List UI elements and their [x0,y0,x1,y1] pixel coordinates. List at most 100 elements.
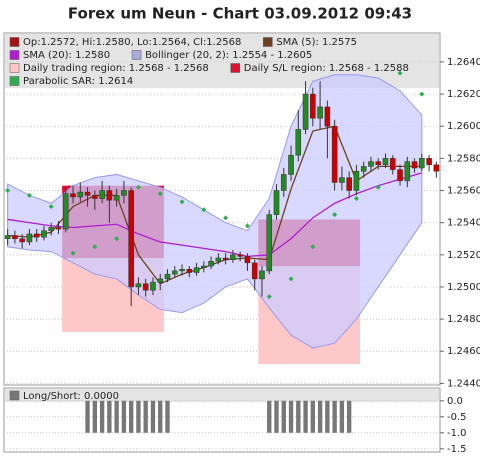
y-tick-label: 1.2500 [447,282,480,293]
candle-body [375,161,382,166]
candle-body [273,190,280,215]
bar [121,400,127,433]
candle-body [302,93,309,130]
sar-dot [114,236,120,242]
candle-body [404,161,411,182]
indicator-line [7,125,422,285]
legend-label: Daily trading region: 1.2568 - 1.2568 [23,63,209,74]
candle-body [346,177,352,191]
sar-dot [5,188,11,194]
bar [107,400,112,433]
candle-body [324,106,331,127]
candle-body [33,233,40,238]
candle-body [310,93,316,119]
candle-body [77,191,84,198]
sar-dot [266,294,272,300]
candle-body [331,125,338,183]
y-tick-label: 1.2440 [447,378,480,389]
y-tick-label: 1.2600 [447,121,480,132]
legend-label: Daily S/L region: 1.2568 - 1.2588 [244,63,409,74]
candle-body [55,227,62,230]
y-tick-label: 1.2580 [447,153,480,164]
candle-body [92,195,98,199]
y-tick-label: 1.2620 [447,89,480,100]
candle-body [142,283,149,291]
sar-dot [157,191,163,197]
bar [85,400,90,433]
candle-body [251,262,258,280]
bar [325,400,330,433]
bar [303,400,308,433]
bar [274,400,279,433]
sar-dot [353,196,359,202]
sar-dot [223,215,229,221]
candle-body [266,214,273,272]
candle-body [157,278,164,283]
candle-body [368,161,374,167]
y-tick-label: 1.2560 [447,186,480,197]
sar-dot [92,244,98,250]
legend-swatch [230,63,241,73]
candle-body [12,235,18,239]
y-tick-label: 1.2540 [447,218,480,229]
bar [339,400,345,433]
legend-swatch [9,76,20,86]
legend-swatch [9,63,20,73]
y-tick-label: 1.2640 [447,57,480,68]
bar [332,400,337,433]
sar-dot [179,199,185,205]
candle-body [397,169,403,182]
candle-body [135,283,142,288]
candle-body [339,177,345,183]
bar [317,400,323,433]
candle-body [382,158,389,166]
candle-body [411,161,418,169]
sar-dot [244,223,250,229]
candle-body [244,256,251,264]
legend-label: Bollinger (20, 2): 1.2554 - 1.2605 [145,50,312,61]
bar [346,400,352,433]
candle-body [164,273,171,280]
candle-body [128,190,134,288]
candle-body [426,158,432,166]
legend-swatch [9,50,20,60]
bar [281,400,286,433]
legend-label: SMA (20): 1.2580 [23,50,110,61]
candle-body [26,233,33,243]
bar [136,400,141,433]
y-tick-label: 1.2520 [447,250,480,261]
legend-label: Long/Short: 0.0000 [23,391,119,402]
bar [128,400,134,433]
candle-body [19,238,25,243]
sar-dot [375,184,381,190]
candle-body [4,235,11,239]
chart-title: Forex um Neun - Chart 03.09.2012 09:43 [68,5,412,23]
candle-body [208,260,214,267]
candle-body [113,195,120,201]
candle-body [99,190,105,199]
legend-swatch [131,50,142,60]
candle-body [193,267,200,273]
candle-body [70,193,76,198]
candle-body [84,191,91,196]
bar [114,400,119,433]
candle-body [215,257,222,262]
bar [296,400,301,433]
sar-dot [201,207,207,213]
candle-body [419,158,425,169]
candle-body [62,193,69,230]
candle-body [150,281,156,291]
sar-dot [70,250,76,256]
sar-dot [135,184,141,190]
bar [150,400,156,433]
bar [310,400,316,433]
candle-body [41,230,47,238]
sar-dot [48,204,54,210]
legend-swatch [9,390,20,401]
sar-dot [310,244,316,250]
candle-body [186,269,193,273]
candle-body [106,190,113,201]
candle-body [230,254,236,260]
candle-body [389,158,396,170]
legend-label: SMA (5): 1.2575 [276,37,357,48]
